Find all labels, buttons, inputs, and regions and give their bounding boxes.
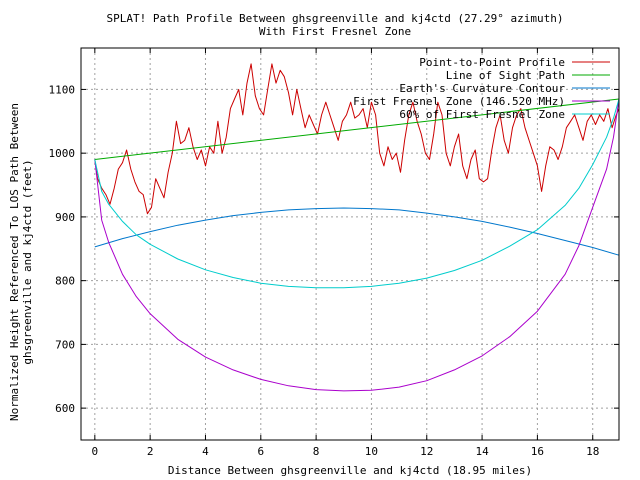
axis-ticks: 0 2 4 6 8 10 12 14 16 18 600 700 800 900 1000 1100 xyxy=(49,48,619,458)
fresnel-60-line xyxy=(94,98,620,289)
y-tick-label: 700 xyxy=(55,338,75,351)
earth-curvature-line xyxy=(94,207,620,256)
x-tick-label: 0 xyxy=(92,445,99,458)
y-axis-label-line1: Normalized Height Referenced To LOS Path… xyxy=(8,103,21,421)
plot-frame xyxy=(80,47,620,441)
legend-earth-curvature-label: Earth's Curvature Contour xyxy=(399,82,565,95)
legend-fresnel-zone-label: First Fresnel Zone (146.520 MHz) xyxy=(353,95,565,108)
line-of-sight-line xyxy=(94,98,620,160)
x-axis-label: Distance Between ghsgreenville and kj4ct… xyxy=(168,464,532,477)
y-axis-label-line2: ghsgreenville and kj4ctd (feet) xyxy=(21,159,34,364)
x-tick-label: 4 xyxy=(202,445,209,458)
y-tick-label: 1100 xyxy=(49,83,76,96)
x-tick-label: 14 xyxy=(475,445,489,458)
x-tick-label: 6 xyxy=(257,445,264,458)
x-tick-label: 2 xyxy=(147,445,154,458)
legend-fresnel-60-label: 60% of First Fresnel Zone xyxy=(399,108,565,121)
legend-profile-label: Point-to-Point Profile xyxy=(419,56,565,69)
legend-line-of-sight-label: Line of Sight Path xyxy=(446,69,565,82)
profile-line xyxy=(94,63,620,215)
y-tick-label: 1000 xyxy=(49,147,76,160)
chart-title: SPLAT! Path Profile Between ghsgreenvill… xyxy=(107,12,564,25)
x-tick-label: 10 xyxy=(365,445,378,458)
data-series xyxy=(94,63,620,392)
x-tick-label: 18 xyxy=(586,445,599,458)
y-tick-label: 800 xyxy=(55,275,75,288)
y-tick-label: 900 xyxy=(55,211,75,224)
x-tick-label: 16 xyxy=(531,445,544,458)
x-tick-label: 8 xyxy=(313,445,320,458)
x-tick-label: 12 xyxy=(420,445,433,458)
y-tick-label: 600 xyxy=(55,402,75,415)
fresnel-zone-line xyxy=(94,98,620,392)
chart-subtitle: With First Fresnel Zone xyxy=(259,25,411,38)
grid xyxy=(81,48,619,440)
